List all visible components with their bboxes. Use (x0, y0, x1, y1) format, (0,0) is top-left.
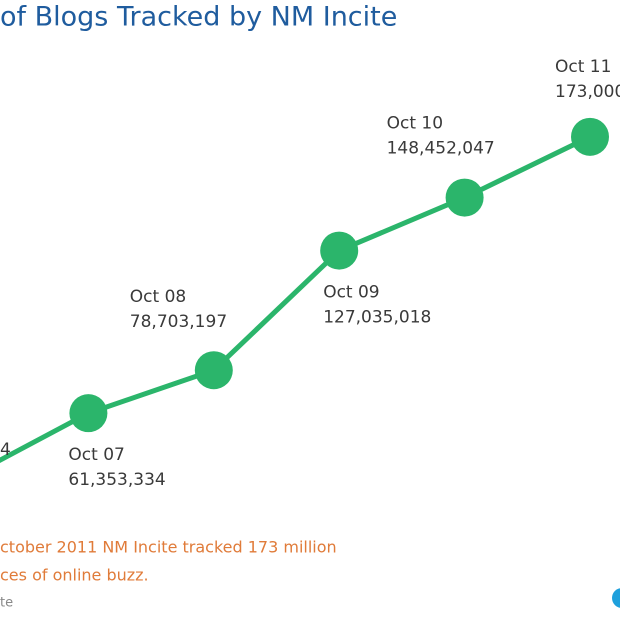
annotation: ces of online buzz. (0, 566, 149, 585)
point (194, 351, 233, 390)
value-label: 173,000 (555, 82, 620, 102)
point (445, 178, 484, 217)
value-label: 127,035,018 (323, 308, 431, 328)
source: te (0, 596, 13, 611)
category-label: Oct 07 (68, 445, 124, 465)
value-label: 148,452,047 (387, 139, 495, 159)
value-label: 4 (0, 440, 11, 460)
point (320, 231, 359, 270)
value-label: 61,353,334 (68, 470, 165, 490)
line (0, 134, 592, 464)
point (571, 117, 609, 156)
category-label: Oct 10 (387, 114, 443, 134)
point (69, 394, 108, 433)
category-label: Oct 11 (555, 57, 611, 77)
logo (612, 588, 620, 608)
chart-title: of Blogs Tracked by NM Incite (0, 2, 397, 33)
value-label: 78,703,197 (130, 312, 227, 332)
category-label: Oct 08 (130, 287, 186, 307)
annotation: ctober 2011 NM Incite tracked 173 millio… (0, 538, 337, 557)
category-label: Oct 09 (323, 283, 379, 303)
